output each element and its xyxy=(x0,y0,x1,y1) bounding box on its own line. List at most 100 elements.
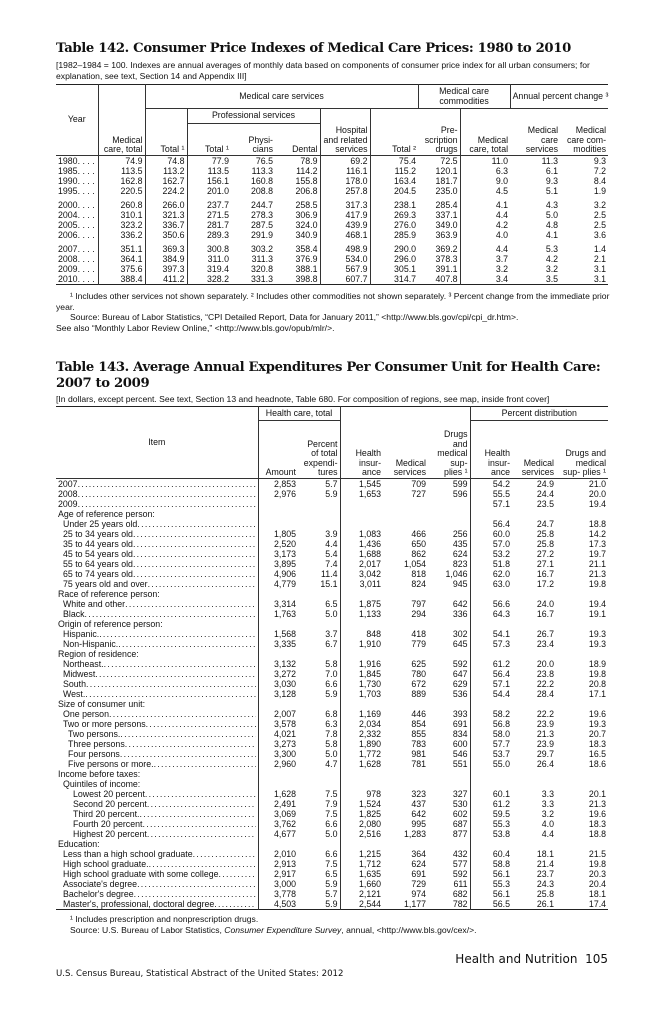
value-cell: 16.7 xyxy=(536,569,555,579)
value-cell: 351.1 xyxy=(97,244,145,254)
value-cell: 848 xyxy=(339,629,384,639)
value-cell: 9.3 xyxy=(593,156,607,166)
item-label-cell: White and other ........................… xyxy=(56,599,258,609)
value-cell: 6.6 xyxy=(325,849,338,859)
value-cell xyxy=(556,839,608,849)
value-cell: 23.9 xyxy=(536,719,555,729)
table-143-source: Source: U.S. Bureau of Labor Statistics,… xyxy=(56,925,612,936)
value-cell: 3.1 xyxy=(593,274,607,284)
value-cell xyxy=(257,519,298,529)
item-label-text: Education: xyxy=(58,839,100,849)
value-cell: 6.5 xyxy=(325,869,338,879)
value-cell: 61.2 xyxy=(469,799,513,809)
dot-leader: ........................................… xyxy=(103,659,256,669)
item-label-text: Two persons. xyxy=(68,729,121,739)
value-cell: 5.7 xyxy=(325,479,338,489)
value-cell: 5.8 xyxy=(325,739,338,749)
dot-leader: ........................................… xyxy=(86,679,256,689)
value-cell: 1,054 xyxy=(404,559,427,569)
item-label-cell: Three persons ..........................… xyxy=(56,739,258,749)
value-cell xyxy=(428,779,470,789)
table-row: Master's, professional, doctoral degree … xyxy=(56,899,609,910)
table-row: 1980. . . . 74.9 74.8 77.9 76.5 78.9 69.2 75.4 7… xyxy=(56,155,608,166)
table-row: 1985. . . . 113.5 113.2 113.5 113.3 114.2 116.… xyxy=(56,166,608,176)
value-cell: 6.1 xyxy=(545,166,559,176)
value-cell: 378.3 xyxy=(435,254,458,264)
value-cell xyxy=(257,649,298,659)
value-cell: 21.4 xyxy=(536,859,555,869)
dot-leader: ........................................… xyxy=(153,759,256,769)
value-cell: 2.1 xyxy=(593,254,607,264)
value-cell: 6.7 xyxy=(325,639,338,649)
value-cell: 1,083 xyxy=(339,529,384,539)
value-cell: 388.4 xyxy=(97,274,145,285)
table-143-footnote: ¹ Includes prescription and nonprescript… xyxy=(70,914,259,924)
value-cell: 691 xyxy=(411,869,427,879)
value-cell: 20.3 xyxy=(588,869,607,879)
value-cell: 3,030 xyxy=(257,679,298,689)
value-cell: 862 xyxy=(411,549,427,559)
dot-leader: ........................................… xyxy=(132,569,256,579)
value-cell xyxy=(428,519,470,529)
value-cell: 1,628 xyxy=(257,789,298,799)
dot-leader: ........................................… xyxy=(99,629,255,639)
value-cell: 19.1 xyxy=(588,609,607,619)
value-cell: 611 xyxy=(453,879,468,889)
value-cell: 592 xyxy=(452,659,468,669)
item-label-cell: Fourth 20 percent ......................… xyxy=(56,819,258,829)
value-cell: 54.1 xyxy=(469,629,513,639)
item-label: Lowest 20 percent ......................… xyxy=(73,789,256,799)
value-cell: 783 xyxy=(411,739,427,749)
item-label: 25 to 34 years old .....................… xyxy=(63,529,256,539)
value-cell: 72.5 xyxy=(440,156,458,166)
value-cell: 3.7 xyxy=(325,629,338,639)
value-cell: 23.5 xyxy=(536,499,555,509)
value-cell: 1,628 xyxy=(339,759,384,769)
value-cell: 20.1 xyxy=(588,789,607,799)
value-cell: 20.4 xyxy=(588,879,607,889)
value-cell: 53.7 xyxy=(469,749,513,759)
value-cell: 237.7 xyxy=(186,200,231,210)
value-cell: 624 xyxy=(452,549,468,559)
value-cell: 439.9 xyxy=(319,220,370,230)
item-label: White and other ........................… xyxy=(63,599,256,609)
col-medical-services: Medical services xyxy=(393,457,427,478)
value-cell: 4.0 xyxy=(541,819,555,829)
value-cell: 2,017 xyxy=(339,559,384,569)
value-cell: 432 xyxy=(452,849,468,859)
item-label: 2009 ...................................… xyxy=(58,499,256,509)
page-number: 105 xyxy=(585,952,608,966)
value-cell: 647 xyxy=(452,669,468,679)
value-cell xyxy=(556,699,608,709)
value-cell: 981 xyxy=(411,749,427,759)
item-label-text: Three persons xyxy=(68,739,125,749)
value-cell: 5.7 xyxy=(325,889,338,899)
value-cell: 3,300 xyxy=(257,749,298,759)
value-cell: 18.3 xyxy=(588,819,607,829)
value-cell: 797 xyxy=(411,599,427,609)
value-cell: 314.7 xyxy=(369,274,419,285)
value-cell: 25.8 xyxy=(536,539,555,549)
value-cell: 235.0 xyxy=(435,186,458,196)
item-label: South ..................................… xyxy=(63,679,256,689)
item-label-text: 75 years old and over xyxy=(63,579,148,589)
value-cell: 54.4 xyxy=(469,689,513,699)
value-cell: 393 xyxy=(452,709,468,719)
value-cell: 56.1 xyxy=(469,869,513,879)
value-cell: 7.2 xyxy=(593,166,607,176)
item-label-cell: Size of consumer unit: xyxy=(56,699,258,709)
dot-leader: ........................................… xyxy=(147,579,256,589)
value-cell xyxy=(298,649,340,659)
section-header-row: Education: xyxy=(56,839,608,849)
item-label-cell: Northeast. .............................… xyxy=(56,659,258,669)
table-row: Non-Hispanic. ..........................… xyxy=(56,639,608,649)
value-cell: 64.3 xyxy=(469,609,513,619)
dot-leader: ........................................… xyxy=(118,639,256,649)
value-cell: 824 xyxy=(411,579,427,589)
value-cell: 2,080 xyxy=(339,819,384,829)
value-cell: 534.0 xyxy=(319,254,370,264)
dot-leader: ........................................… xyxy=(108,709,256,719)
value-cell xyxy=(512,769,556,779)
value-cell: 323 xyxy=(411,789,427,799)
col-pd-health-insurance: Health insur- ance xyxy=(469,420,513,479)
